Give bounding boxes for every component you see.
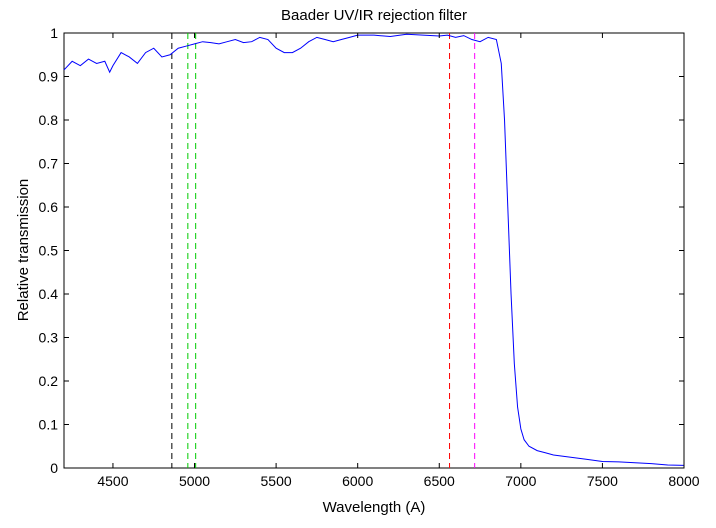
x-tick-label: 4500 [97, 473, 128, 489]
x-axis-label: Wavelength (A) [323, 499, 426, 516]
y-tick-label: 0.8 [39, 112, 59, 128]
x-tick-label: 5500 [261, 473, 292, 489]
y-tick-label: 0.5 [39, 243, 59, 259]
series-line [63, 33, 685, 466]
plot-frame [63, 32, 685, 469]
y-tick-label: 0.7 [39, 156, 59, 172]
x-tick-label: 7500 [587, 473, 618, 489]
plot-area: 4500 5000 5500 6000 6500 7000 7500 8000 0 0.1 0.2 0… [39, 25, 700, 489]
y-axis-label: Relative transmission [15, 179, 32, 322]
y-tick-label: 0.4 [39, 286, 59, 302]
y-tick-label: 0.9 [39, 69, 59, 85]
y-tick-label: 1 [50, 25, 58, 41]
x-tick-label: 7000 [505, 473, 536, 489]
x-tick-label: 6000 [342, 473, 373, 489]
x-tick-label: 6500 [424, 473, 455, 489]
y-tick-label: 0.3 [39, 330, 59, 346]
x-tick-label: 8000 [668, 473, 699, 489]
x-tick-label: 5000 [179, 473, 210, 489]
y-tick-label: 0.2 [39, 373, 59, 389]
y-tick-label: 0.1 [39, 417, 59, 433]
chart-title: Baader UV/IR rejection filter [281, 7, 467, 24]
y-tick-label: 0 [50, 460, 58, 476]
y-tick-label: 0.6 [39, 199, 59, 215]
